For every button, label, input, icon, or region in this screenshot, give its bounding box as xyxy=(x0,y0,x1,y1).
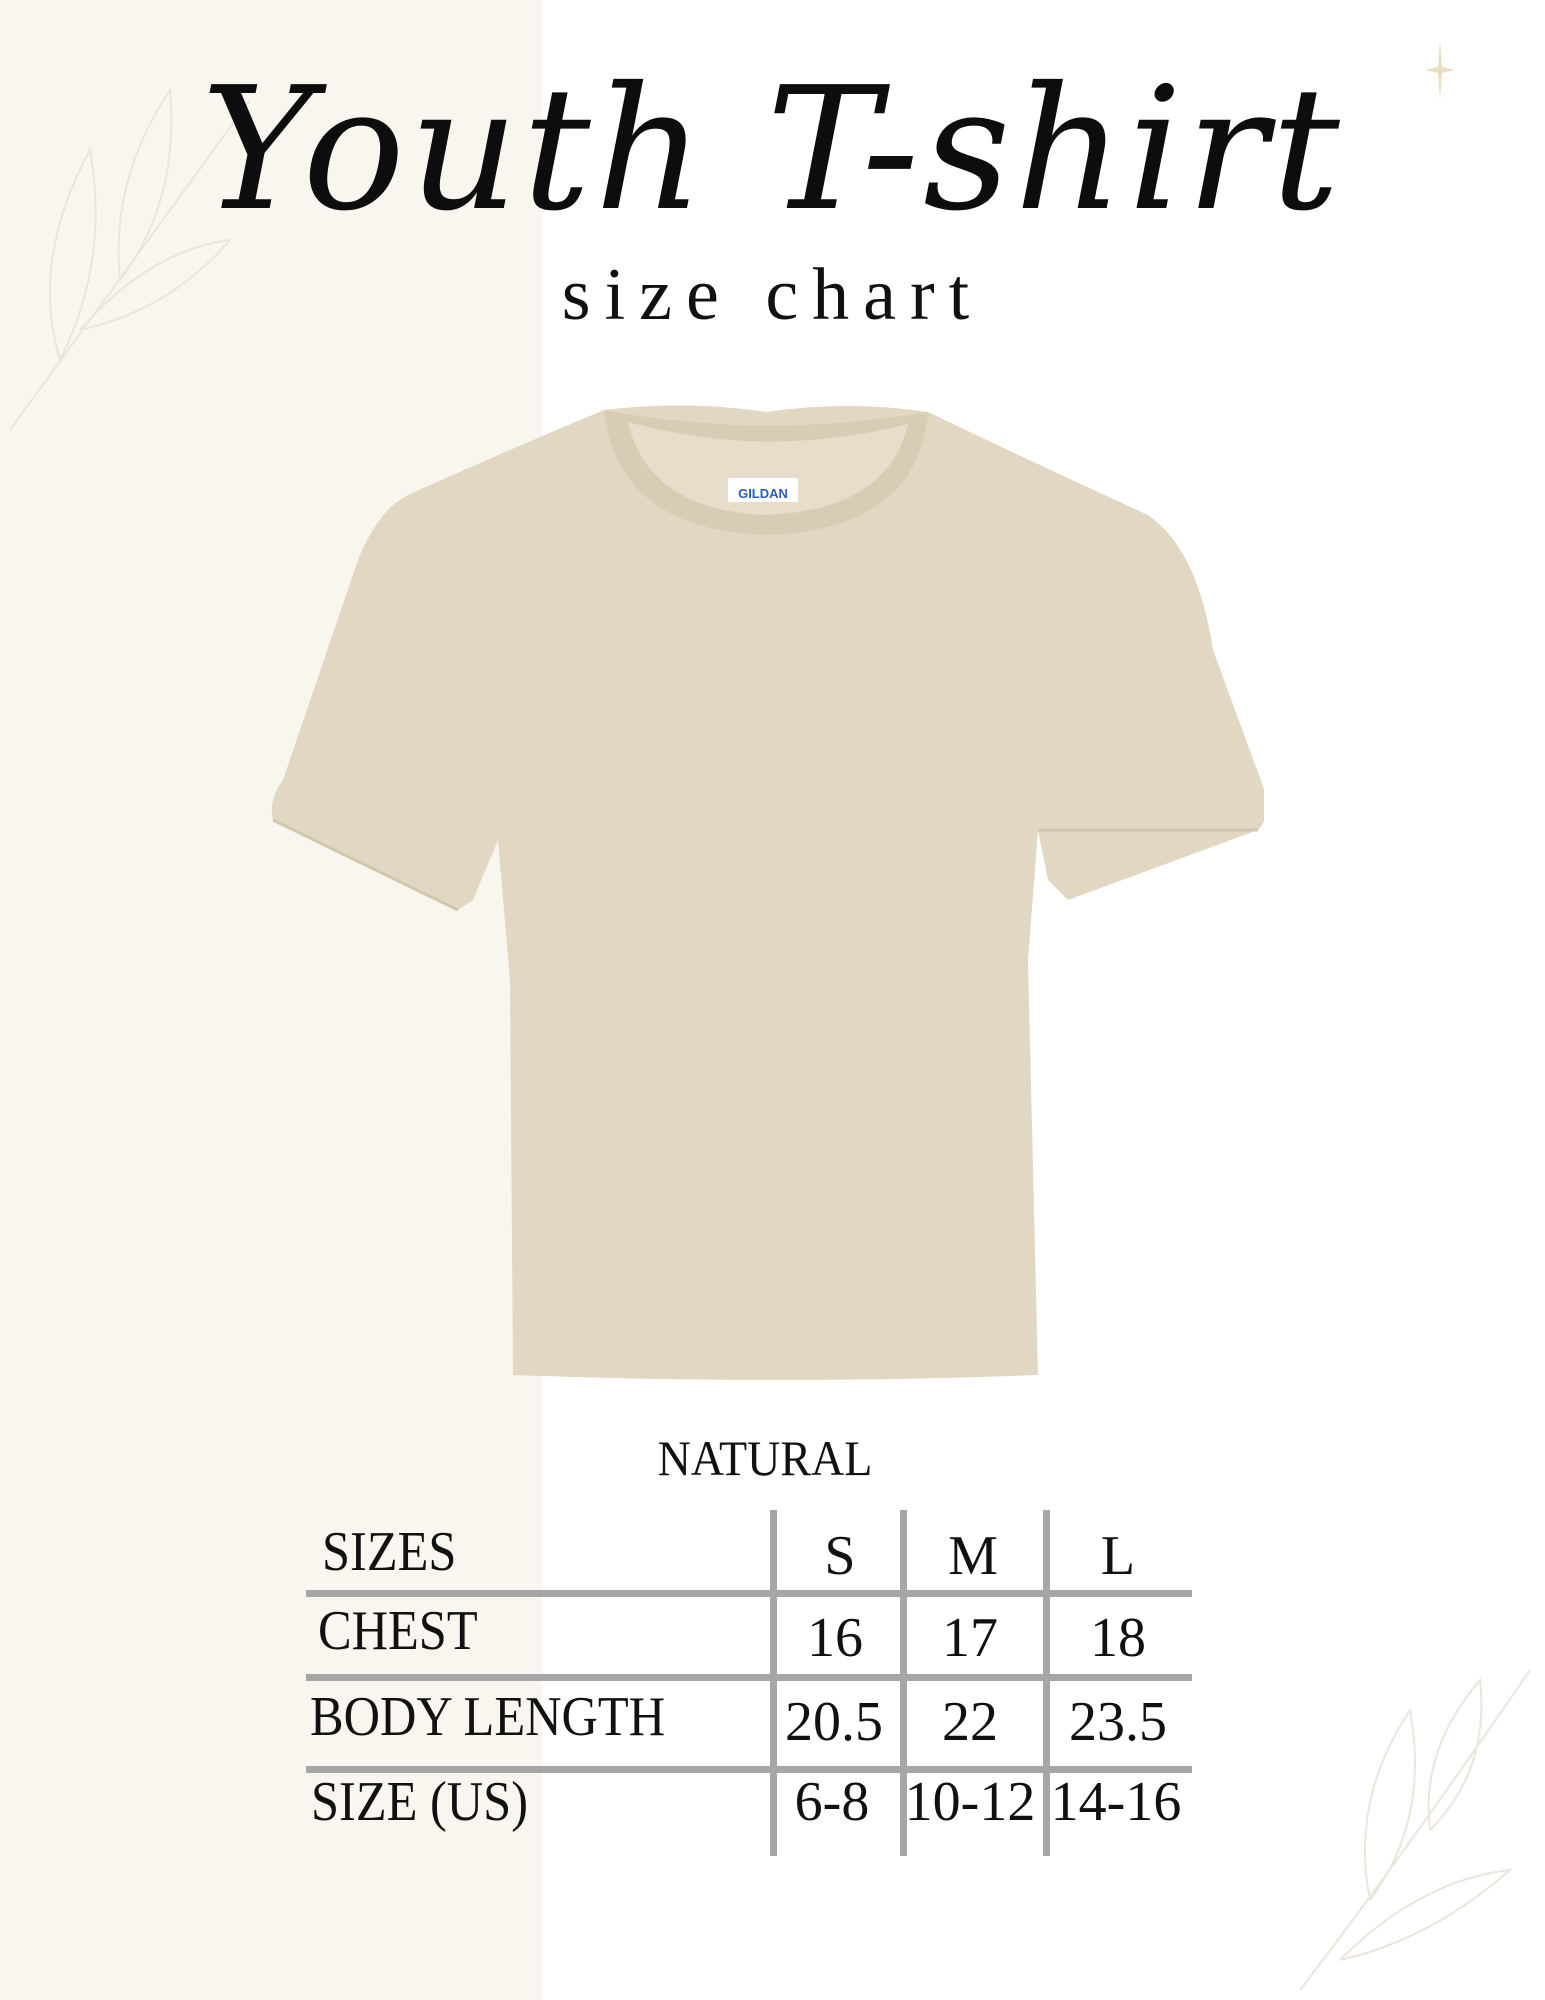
grid-line xyxy=(1043,1510,1050,1856)
row-label: CHEST xyxy=(318,1600,478,1662)
page-subtitle: size chart xyxy=(561,254,984,336)
brand-label-text: GILDAN xyxy=(738,486,788,501)
header-m: M xyxy=(948,1525,998,1587)
left-background-panel xyxy=(0,0,542,2000)
grid-line xyxy=(306,1766,1192,1773)
brand-label xyxy=(728,478,798,502)
grid-line xyxy=(770,1510,777,1856)
cell: 14-16 xyxy=(1050,1771,1182,1833)
cell: 22 xyxy=(942,1691,998,1753)
leaf-decoration-icon xyxy=(1299,1669,1531,1991)
row-label: BODY LENGTH xyxy=(310,1686,666,1748)
cell: 18 xyxy=(1090,1607,1146,1669)
cell: 23.5 xyxy=(1069,1691,1167,1753)
tshirt-body xyxy=(271,405,1264,1380)
cell: 16 xyxy=(807,1607,863,1669)
header-sizes: SIZES xyxy=(322,1521,457,1583)
color-name: NATURAL xyxy=(657,1430,873,1486)
cell: 10-12 xyxy=(904,1771,1036,1833)
page-title: Youth T-shirt xyxy=(201,51,1344,249)
grid-line xyxy=(306,1590,1192,1597)
sparkle-icon xyxy=(1425,40,1455,100)
header-s: S xyxy=(824,1525,856,1587)
grid-line xyxy=(900,1510,907,1856)
row-label: SIZE (US) xyxy=(311,1771,528,1833)
grid-line xyxy=(306,1674,1192,1681)
header-l: L xyxy=(1100,1525,1136,1587)
cell: 6-8 xyxy=(794,1771,870,1833)
tshirt-image: GILDAN xyxy=(271,405,1264,1380)
leaf-decoration-icon xyxy=(9,87,251,431)
cell: 20.5 xyxy=(785,1691,883,1753)
cell: 17 xyxy=(942,1607,998,1669)
